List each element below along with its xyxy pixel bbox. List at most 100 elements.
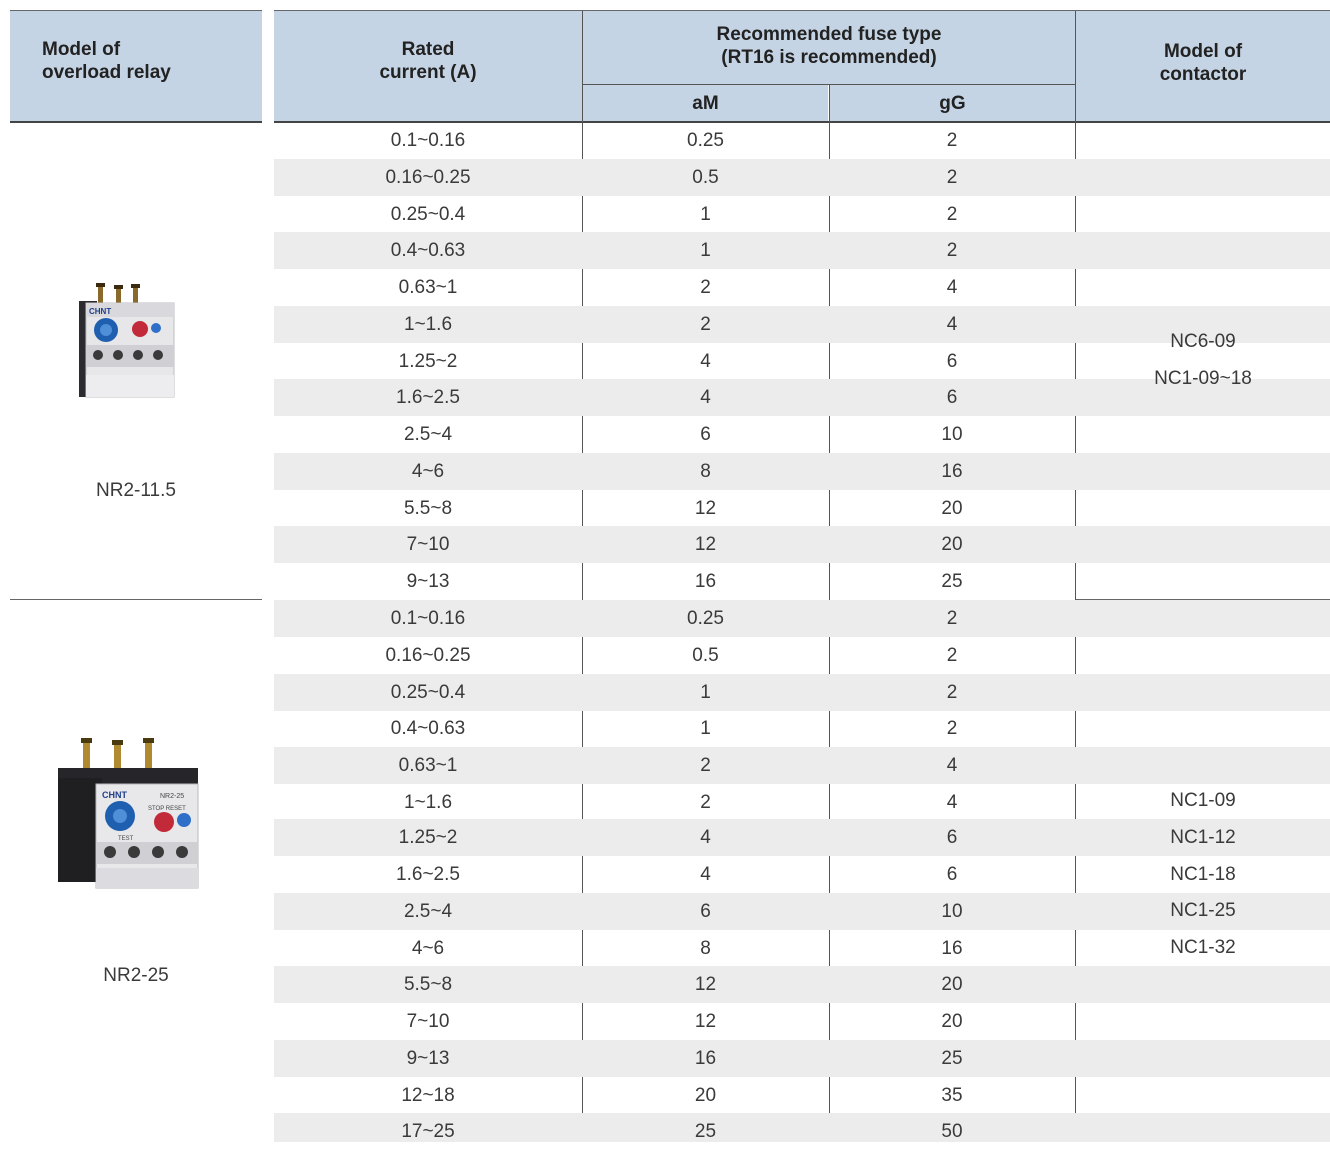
gg-cell: 10	[941, 901, 963, 922]
table-row: 1~1.6 2 4	[274, 306, 1330, 343]
table-row: 1.6~2.5 4 6	[274, 856, 1330, 893]
relay-model-name: NR2-11.5	[96, 480, 176, 501]
gg-cell: 2	[946, 240, 958, 261]
rated-current-cell: 0.1~0.16	[390, 130, 466, 151]
am-cell: 2	[700, 755, 711, 776]
header-fuse-subrule	[583, 84, 1075, 85]
gg-cell: 35	[941, 1085, 963, 1106]
header-gg: gG	[830, 85, 1075, 121]
table-row: 5.5~8 12 20	[274, 490, 1330, 527]
table-row: 0.1~0.16 0.25 2	[274, 600, 1330, 637]
contactor-list: NC1-09 NC1-12 NC1-18 NC1-25 NC1-32	[1076, 783, 1330, 967]
rated-current-cell: 2.5~4	[403, 901, 453, 922]
gg-cell: 25	[941, 1048, 963, 1069]
header-fuse-type-label: Recommended fuse type (RT16 is recommend…	[716, 24, 942, 68]
gg-cell: 20	[941, 974, 963, 995]
gg-cell: 25	[941, 571, 963, 592]
gg-cell: 6	[946, 387, 958, 408]
am-cell: 0.5	[692, 645, 719, 666]
rated-current-cell: 9~13	[406, 1048, 450, 1069]
group-divider	[10, 599, 262, 600]
header-model-contactor-label: Model of contactor	[1159, 41, 1247, 85]
am-cell: 12	[694, 498, 717, 519]
contactor-model: NC1-25	[1170, 900, 1236, 922]
table-row: 12~18 20 35	[274, 1077, 1330, 1114]
rated-current-cell: 0.16~0.25	[385, 645, 471, 666]
am-cell: 1	[700, 240, 711, 261]
table-row: 1.6~2.5 4 6	[274, 379, 1330, 416]
am-cell: 4	[700, 387, 711, 408]
table-row: 0.1~0.16 0.25 2	[274, 122, 1330, 159]
contactor-model: NC1-32	[1170, 937, 1236, 959]
gg-cell: 2	[946, 682, 958, 703]
header-bottom-rule	[274, 121, 1330, 123]
rated-current-cell: 1.25~2	[398, 827, 458, 848]
table-row: 0.4~0.63 1 2	[274, 232, 1330, 269]
rated-current-cell: 12~18	[401, 1085, 455, 1106]
gg-cell: 16	[941, 461, 963, 482]
rated-current-cell: 0.16~0.25	[385, 167, 471, 188]
rated-current-cell: 5.5~8	[403, 498, 453, 519]
am-cell: 16	[694, 571, 717, 592]
table-row: 4~6 8 16	[274, 930, 1330, 967]
rated-current-cell: 4~6	[411, 938, 445, 959]
contactor-model: NC1-09	[1170, 790, 1236, 811]
relay-large-brand: CHNT	[102, 790, 127, 800]
gg-cell: 4	[946, 314, 958, 335]
relay-large-stop-reset: STOP RESET	[148, 806, 186, 812]
am-cell: 16	[694, 1048, 717, 1069]
relay-large-model-plate: NR2-25	[160, 793, 184, 800]
table-row: 0.16~0.25 0.5 2	[274, 159, 1330, 196]
gg-cell: 4	[946, 755, 958, 776]
gg-cell: 20	[941, 534, 963, 555]
am-cell: 6	[700, 901, 711, 922]
rated-current-cell: 1.6~2.5	[396, 864, 460, 885]
column-divider	[1075, 11, 1076, 1142]
table-row: 1.25~2 4 6	[274, 819, 1330, 856]
table-row: 0.63~1 2 4	[274, 269, 1330, 306]
table-row: 0.63~1 2 4	[274, 747, 1330, 784]
table-row: 0.16~0.25 0.5 2	[274, 637, 1330, 674]
contactor-model: NC1-12	[1170, 826, 1236, 848]
rated-current-cell: 2.5~4	[403, 424, 453, 445]
am-cell: 2	[700, 314, 711, 335]
table-row: 4~6 8 16	[274, 453, 1330, 490]
gg-cell: 4	[946, 792, 958, 813]
table-row: 0.25~0.4 1 2	[274, 196, 1330, 233]
rated-current-cell: 1.25~2	[398, 351, 458, 372]
group-divider	[1076, 599, 1330, 600]
rated-current-cell: 0.63~1	[398, 277, 458, 298]
header-model-contactor: Model of contactor	[1076, 11, 1330, 121]
header-gg-label: gG	[939, 93, 966, 114]
am-cell: 0.25	[687, 130, 724, 151]
am-cell: 0.5	[692, 167, 719, 188]
contactor-model: NC1-09~18	[1154, 367, 1252, 389]
gg-cell: 4	[946, 277, 958, 298]
gg-cell: 6	[946, 864, 958, 885]
relay-model-name: NR2-25	[103, 965, 169, 986]
header-model-relay: Model of overload relay	[10, 11, 262, 121]
gg-cell: 20	[941, 498, 963, 519]
rated-current-cell: 7~10	[406, 1011, 450, 1032]
relay-image-nr2-25: CHNT NR2-25 STOP RESET TEST	[56, 738, 202, 894]
am-cell: 12	[694, 1011, 717, 1032]
am-cell: 25	[694, 1121, 717, 1142]
contactor-model: NC6-09	[1170, 331, 1236, 352]
table-row: 1~1.6 2 4	[274, 784, 1330, 821]
am-cell: 12	[694, 974, 717, 995]
header-rated-current-label: Rated current (A)	[379, 39, 477, 83]
am-cell: 8	[700, 938, 711, 959]
am-cell: 20	[694, 1085, 717, 1106]
gg-cell: 2	[946, 608, 958, 629]
rated-current-cell: 17~25	[401, 1121, 455, 1142]
contactor-list: NC6-09 NC1-09~18	[1076, 324, 1330, 398]
header-top-rule	[274, 10, 1330, 11]
am-cell: 8	[700, 461, 711, 482]
gg-cell: 20	[941, 1011, 963, 1032]
table-row: 7~10 12 20	[274, 1003, 1330, 1040]
gg-cell: 6	[946, 827, 958, 848]
am-cell: 4	[700, 864, 711, 885]
rated-current-cell: 0.4~0.63	[390, 718, 466, 739]
header-fuse-type: Recommended fuse type (RT16 is recommend…	[583, 11, 1075, 84]
gg-cell: 50	[941, 1121, 963, 1142]
